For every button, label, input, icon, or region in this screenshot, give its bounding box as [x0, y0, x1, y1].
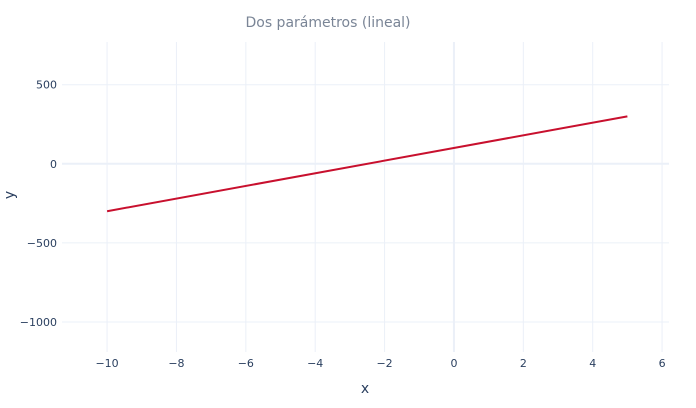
x-tick-label: 2 — [520, 357, 527, 370]
series-layer — [106, 115, 628, 213]
x-tick-label: 0 — [450, 357, 457, 370]
x-tick-label: 6 — [659, 357, 666, 370]
x-axis-ticks: −10 −8 −6 −4 −2 0 2 4 6 — [95, 357, 665, 370]
y-tick-label: −500 — [27, 237, 57, 250]
x-tick-label: −2 — [376, 357, 392, 370]
x-tick-label: −4 — [307, 357, 323, 370]
x-tick-label: 4 — [589, 357, 596, 370]
x-tick-label: −8 — [168, 357, 184, 370]
series-line — [106, 115, 628, 213]
y-tick-label: −1000 — [20, 316, 57, 329]
x-tick-label: −10 — [95, 357, 118, 370]
y-axis-ticks: −1000 −500 0 500 — [20, 79, 57, 329]
x-axis-title: x — [361, 381, 369, 397]
y-tick-label: 0 — [50, 158, 57, 171]
x-tick-label: −6 — [238, 357, 254, 370]
chart-title: Dos parámetros (lineal) — [245, 15, 410, 31]
y-axis-title: y — [2, 191, 18, 199]
y-tick-label: 500 — [36, 79, 57, 92]
grid — [62, 42, 669, 352]
